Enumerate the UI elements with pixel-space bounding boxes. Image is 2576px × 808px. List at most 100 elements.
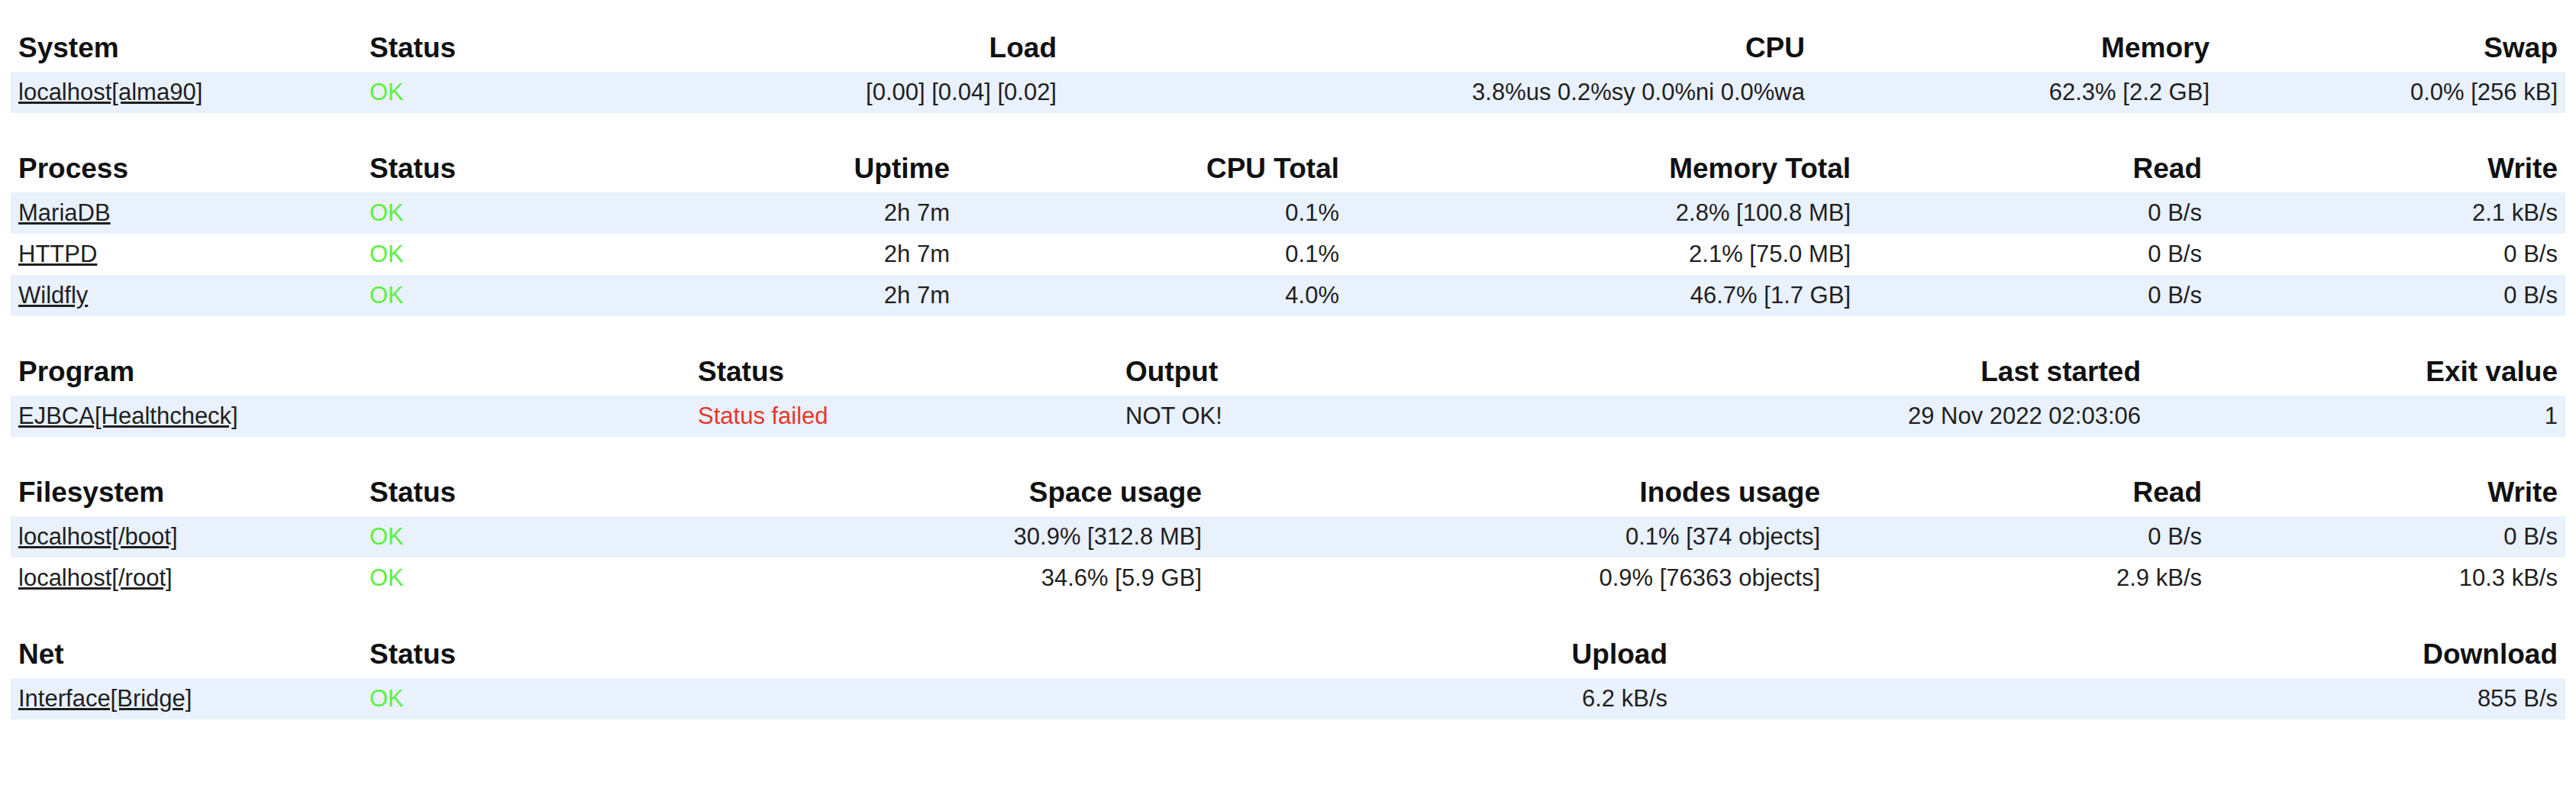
system-header-row: SystemStatusLoadCPUMemorySwap (11, 20, 2565, 72)
system-cell-swap: 0.0% [256 kB] (2217, 72, 2565, 113)
process-column-header-process: Process (11, 141, 362, 192)
program-column-header-status: Status (690, 344, 1118, 396)
program-header-row: ProgramStatusOutputLast startedExit valu… (11, 344, 2565, 396)
process-cell-read: 0 B/s (1858, 275, 2210, 316)
program-cell-program: EJBCA[Healthcheck] (11, 396, 690, 437)
filesystem-cell-inodes-usage: 0.9% [76363 objects] (1209, 558, 1828, 599)
process-column-header-uptime: Uptime (683, 141, 957, 192)
filesystem-cell-read: 0 B/s (1828, 516, 2210, 558)
program-cell-status: Status failed (690, 396, 1118, 437)
system-cell-cpu: 3.8%us 0.2%sy 0.0%ni 0.0%wa (1064, 72, 1813, 113)
status-badge: Status failed (698, 402, 828, 429)
program-column-header-program: Program (11, 344, 690, 396)
net-service-link[interactable]: Interface[Bridge] (18, 685, 192, 712)
system-column-header-status: Status (362, 20, 683, 72)
program-cell-last-started: 29 Nov 2022 02:03:06 (1652, 396, 2148, 437)
process-column-header-status: Status (362, 141, 683, 192)
filesystem-table: FilesystemStatusSpace usageInodes usageR… (11, 464, 2565, 599)
process-cell-process: HTTPD (11, 234, 362, 275)
filesystem-column-header-status: Status (362, 464, 683, 516)
system-column-header-swap: Swap (2217, 20, 2565, 72)
filesystem-service-link[interactable]: localhost[/root] (18, 564, 173, 591)
status-badge: OK (370, 685, 404, 712)
net-cell-download: 855 B/s (1675, 678, 2565, 719)
program-column-header-last-started: Last started (1652, 344, 2148, 396)
process-cell-status: OK (362, 275, 683, 316)
process-cell-memory-total: 2.8% [100.8 MB] (1347, 192, 1858, 234)
process-cell-memory-total: 46.7% [1.7 GB] (1347, 275, 1858, 316)
net-column-header-upload: Upload (683, 626, 1675, 678)
program-column-header-output: Output (1118, 344, 1652, 396)
filesystem-column-header-write: Write (2210, 464, 2565, 516)
system-service-link[interactable]: localhost[alma90] (18, 79, 202, 105)
process-cell-cpu-total: 4.0% (957, 275, 1347, 316)
process-cell-cpu-total: 0.1% (957, 192, 1347, 234)
filesystem-cell-status: OK (362, 516, 683, 558)
status-badge: OK (370, 199, 404, 226)
process-cell-memory-total: 2.1% [75.0 MB] (1347, 234, 1858, 275)
filesystem-service-link[interactable]: localhost[/boot] (18, 523, 178, 550)
filesystem-column-header-read: Read (1828, 464, 2210, 516)
process-service-link[interactable]: MariaDB (18, 199, 111, 226)
filesystem-cell-write: 10.3 kB/s (2210, 558, 2565, 599)
status-badge: OK (370, 564, 404, 591)
net-column-header-status: Status (362, 626, 683, 678)
filesystem-cell-inodes-usage: 0.1% [374 objects] (1209, 516, 1828, 558)
process-column-header-memory-total: Memory Total (1347, 141, 1858, 192)
filesystem-cell-read: 2.9 kB/s (1828, 558, 2210, 599)
filesystem-cell-filesystem: localhost[/root] (11, 558, 362, 599)
net-column-header-download: Download (1675, 626, 2565, 678)
net-cell-status: OK (362, 678, 683, 719)
process-cell-write: 0 B/s (2210, 234, 2565, 275)
filesystem-cell-write: 0 B/s (2210, 516, 2565, 558)
process-cell-process: Wildfly (11, 275, 362, 316)
system-column-header-load: Load (683, 20, 1064, 72)
system-cell-status: OK (362, 72, 683, 113)
process-cell-cpu-total: 0.1% (957, 234, 1347, 275)
program-table: ProgramStatusOutputLast startedExit valu… (11, 344, 2565, 437)
filesystem-row-1: localhost[/root]OK34.6% [5.9 GB]0.9% [76… (11, 558, 2565, 599)
process-cell-write: 0 B/s (2210, 275, 2565, 316)
process-cell-read: 0 B/s (1858, 234, 2210, 275)
filesystem-column-header-filesystem: Filesystem (11, 464, 362, 516)
process-cell-process: MariaDB (11, 192, 362, 234)
process-row-2: WildflyOK2h 7m4.0%46.7% [1.7 GB]0 B/s0 B… (11, 275, 2565, 316)
process-row-1: HTTPDOK2h 7m0.1%2.1% [75.0 MB]0 B/s0 B/s (11, 234, 2565, 275)
process-row-0: MariaDBOK2h 7m0.1%2.8% [100.8 MB]0 B/s2.… (11, 192, 2565, 234)
program-cell-output: NOT OK! (1118, 396, 1652, 437)
monitor-tables: SystemStatusLoadCPUMemorySwaplocalhost[a… (11, 20, 2565, 719)
process-service-link[interactable]: HTTPD (18, 241, 97, 267)
net-column-header-net: Net (11, 626, 362, 678)
process-column-header-read: Read (1858, 141, 2210, 192)
program-service-link[interactable]: EJBCA[Healthcheck] (18, 402, 238, 429)
filesystem-column-header-space-usage: Space usage (683, 464, 1209, 516)
process-column-header-write: Write (2210, 141, 2565, 192)
monitor-page: SystemStatusLoadCPUMemorySwaplocalhost[a… (0, 0, 2576, 750)
system-cell-memory: 62.3% [2.2 GB] (1813, 72, 2217, 113)
filesystem-row-0: localhost[/boot] OK 30.9% [312.8 MB]0.1% [… (11, 516, 2565, 558)
net-table: NetStatusUploadDownload Interface[Bridge]… (11, 626, 2565, 719)
filesystem-cell-space-usage: 30.9% [312.8 MB] (683, 516, 1209, 558)
program-cell-exit-value: 1 (2148, 396, 2565, 437)
filesystem-cell-status: OK (362, 558, 683, 599)
process-cell-uptime: 2h 7m (683, 192, 957, 234)
process-header-row: ProcessStatusUptimeCPU TotalMemory Total… (11, 141, 2565, 192)
system-table: SystemStatusLoadCPUMemorySwaplocalhost[a… (11, 20, 2565, 113)
status-badge: OK (370, 282, 404, 309)
system-cell-system: localhost[alma90] (11, 72, 362, 113)
system-row-0: localhost[alma90] OK[0.00] [0.04] [0.02]3… (11, 72, 2565, 113)
process-table: ProcessStatusUptimeCPU TotalMemory Total… (11, 141, 2565, 316)
process-cell-uptime: 2h 7m (683, 234, 957, 275)
status-badge: OK (370, 523, 404, 550)
net-cell-upload: 6.2 kB/s (683, 678, 1675, 719)
filesystem-column-header-inodes-usage: Inodes usage (1209, 464, 1828, 516)
system-column-header-system: System (11, 20, 362, 72)
process-cell-status: OK (362, 234, 683, 275)
process-cell-status: OK (362, 192, 683, 234)
status-badge: OK (370, 241, 404, 267)
process-cell-uptime: 2h 7m (683, 275, 957, 316)
system-cell-load: [0.00] [0.04] [0.02] (683, 72, 1064, 113)
process-service-link[interactable]: Wildfly (18, 282, 88, 309)
system-column-header-memory: Memory (1813, 20, 2217, 72)
program-row-0: EJBCA[Healthcheck] Status failed NOT OK!29… (11, 396, 2565, 437)
